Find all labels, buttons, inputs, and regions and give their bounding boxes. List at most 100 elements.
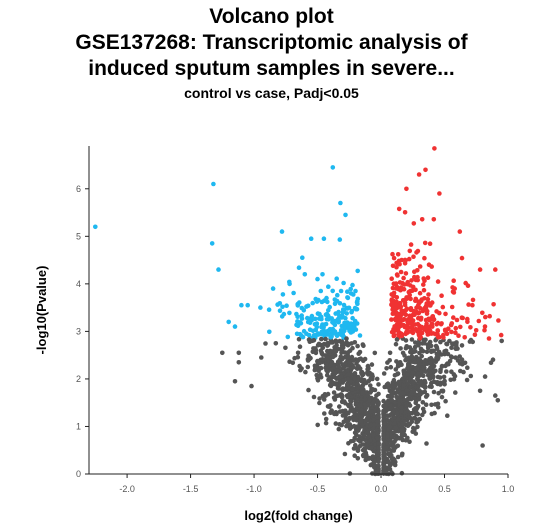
data-point [396, 379, 402, 385]
data-point [348, 286, 354, 292]
data-point [295, 301, 301, 307]
data-point [284, 303, 289, 309]
data-point [270, 286, 276, 291]
data-point [290, 360, 296, 366]
data-point [350, 387, 355, 392]
data-point [491, 302, 496, 307]
data-point [337, 422, 342, 427]
data-point [411, 387, 416, 393]
data-point [437, 310, 442, 316]
data-point [412, 416, 418, 421]
data-point [402, 257, 408, 263]
data-point [368, 422, 374, 428]
data-point [453, 325, 459, 331]
data-point [334, 343, 339, 348]
data-point [239, 302, 244, 308]
data-point [425, 296, 431, 302]
data-point [323, 393, 329, 398]
data-point [353, 327, 359, 332]
data-point [346, 360, 352, 365]
data-point [429, 264, 435, 269]
data-point [422, 383, 428, 389]
data-point [350, 408, 356, 414]
data-point [343, 212, 348, 218]
data-point [363, 396, 368, 402]
data-point [345, 306, 350, 311]
data-point [406, 421, 412, 427]
data-point [354, 432, 359, 438]
data-point [444, 369, 449, 374]
data-point [287, 281, 292, 287]
data-point [331, 328, 336, 333]
data-point [400, 376, 406, 381]
data-point [360, 442, 366, 447]
data-point [381, 428, 386, 433]
data-point [468, 373, 474, 379]
data-point [352, 412, 358, 418]
data-point [365, 415, 371, 421]
data-point [209, 241, 215, 246]
y-tick-label: 1 [76, 421, 81, 431]
data-point [319, 336, 324, 342]
data-point [306, 337, 312, 342]
data-point [439, 364, 445, 369]
data-point [343, 315, 348, 321]
data-point [412, 344, 418, 350]
data-point [351, 292, 356, 297]
data-point [332, 374, 337, 380]
data-point [392, 439, 397, 445]
data-point [324, 368, 329, 373]
data-point [414, 420, 419, 425]
data-point [495, 398, 501, 403]
data-point [412, 269, 417, 275]
data-point [345, 289, 350, 295]
data-point [326, 308, 331, 313]
data-point [355, 364, 361, 369]
x-axis-label: log2(fold change) [244, 508, 352, 523]
data-point [355, 456, 361, 461]
data-point [453, 390, 458, 395]
data-point [236, 350, 242, 356]
data-point [393, 317, 399, 323]
data-point [381, 421, 387, 426]
data-point [435, 374, 441, 380]
data-point [343, 321, 349, 326]
data-point [352, 376, 358, 382]
data-point [423, 167, 428, 173]
data-point [419, 347, 424, 353]
points-layer [93, 146, 505, 477]
data-point [345, 372, 351, 377]
data-point [320, 272, 325, 277]
y-tick-label: 4 [76, 279, 81, 289]
data-point [404, 356, 410, 361]
data-point [357, 333, 363, 338]
data-point [326, 377, 331, 383]
data-point [411, 380, 417, 386]
data-point [397, 280, 403, 285]
data-point [417, 264, 423, 269]
chart-title-line-2: GSE137268: Transcriptomic analysis of [75, 31, 468, 54]
data-point [413, 431, 419, 436]
data-point [344, 423, 349, 429]
data-point [338, 200, 343, 206]
data-point [318, 375, 324, 380]
data-point [473, 328, 479, 333]
data-point [409, 325, 415, 330]
data-point [387, 424, 393, 430]
data-point [369, 362, 375, 367]
axes-layer: -2.0 -1.5 -1.0 -0.5 0.0 0.5 1.0 0 1 2 3 4 5 6 [76, 146, 514, 494]
data-point [355, 447, 361, 453]
data-point [416, 310, 421, 316]
data-point [337, 331, 343, 337]
data-point [438, 369, 443, 375]
data-point [381, 371, 387, 376]
data-point [427, 360, 433, 366]
data-point [325, 328, 331, 334]
data-point [483, 314, 488, 320]
data-point [407, 439, 412, 445]
data-point [341, 302, 347, 308]
data-point [357, 439, 363, 444]
y-tick-label: 3 [76, 326, 81, 336]
data-point [405, 435, 410, 441]
